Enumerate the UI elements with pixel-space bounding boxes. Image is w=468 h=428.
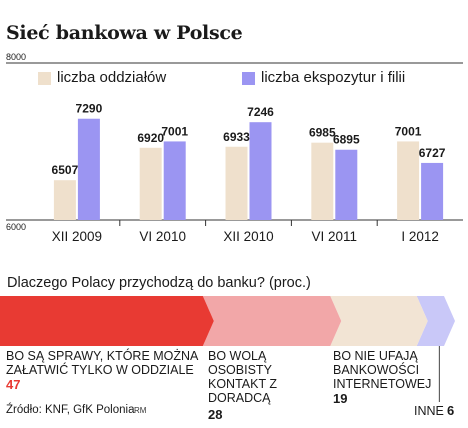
- data-label: 7290: [76, 102, 103, 116]
- segment-label-inne: INNE: [414, 404, 444, 418]
- bar-ekspozytury: [421, 162, 444, 220]
- bar-oddzialy: [53, 180, 76, 220]
- legend-swatch-oddzialy: [38, 72, 51, 85]
- legend-label-ekspozytury: liczba ekspozytur i filii: [261, 69, 406, 86]
- breakdown-segment: [0, 296, 214, 346]
- bar-ekspozytury: [77, 118, 100, 220]
- bar-oddzialy: [311, 142, 334, 220]
- bar-ekspozytury: [335, 149, 358, 220]
- segment-value-inne: 6: [447, 403, 455, 418]
- credit-mark: RM: [134, 406, 147, 415]
- data-label: 6920: [137, 131, 164, 145]
- bar-ekspozytury: [249, 122, 272, 220]
- data-label: 6507: [52, 163, 79, 177]
- data-label: 7001: [395, 124, 422, 138]
- segment-value-internet: 19: [333, 391, 348, 406]
- breakdown-question: Dlaczego Polacy przychodzą do banku? (pr…: [7, 275, 311, 291]
- chart-title: Sieć bankowa w Polsce: [6, 22, 243, 44]
- breakdown-segment: [202, 296, 342, 346]
- data-label: 6985: [309, 126, 336, 140]
- breakdown-segment: [330, 296, 428, 346]
- data-label: 7246: [247, 105, 274, 119]
- data-label: 6895: [333, 133, 360, 147]
- segment-label-oddzial: BO SĄ SPRAWY, KTÓRE MOŻNA ZAŁATWIĆ TYLKO…: [6, 349, 198, 377]
- y-tick-label-top: 8000: [6, 52, 26, 62]
- segment-value-oddzial: 47: [6, 377, 21, 392]
- bar-ekspozytury: [163, 141, 186, 220]
- segment-label-internet: BO NIE UFAJĄ BANKOWOŚCI INTERNETOWEJ: [333, 349, 432, 391]
- bar-oddzialy: [397, 141, 420, 220]
- source-note: Źródło: KNF, GfK Polonia: [6, 404, 135, 416]
- breakdown-segment: [416, 296, 455, 346]
- data-label: 6727: [419, 146, 446, 160]
- legend-label-oddzialy: liczba oddziałów: [57, 69, 167, 86]
- y-tick-label-bottom: 6000: [6, 222, 26, 232]
- segment-label-doradca: BO WOLĄ OSOBISTY KONTAKT Z DORADCĄ: [208, 349, 277, 405]
- x-tick-label: I 2012: [401, 229, 439, 244]
- data-label: 6933: [223, 130, 250, 144]
- bar-oddzialy: [139, 147, 162, 220]
- x-tick-label: VI 2010: [139, 229, 186, 244]
- bar-oddzialy: [225, 146, 248, 220]
- segment-value-doradca: 28: [208, 407, 223, 422]
- x-tick-label: VI 2011: [312, 229, 358, 244]
- x-tick-label: XII 2010: [223, 229, 273, 244]
- x-tick-label: XII 2009: [52, 229, 102, 244]
- legend-swatch-ekspozytury: [242, 72, 255, 85]
- data-label: 7001: [161, 124, 188, 138]
